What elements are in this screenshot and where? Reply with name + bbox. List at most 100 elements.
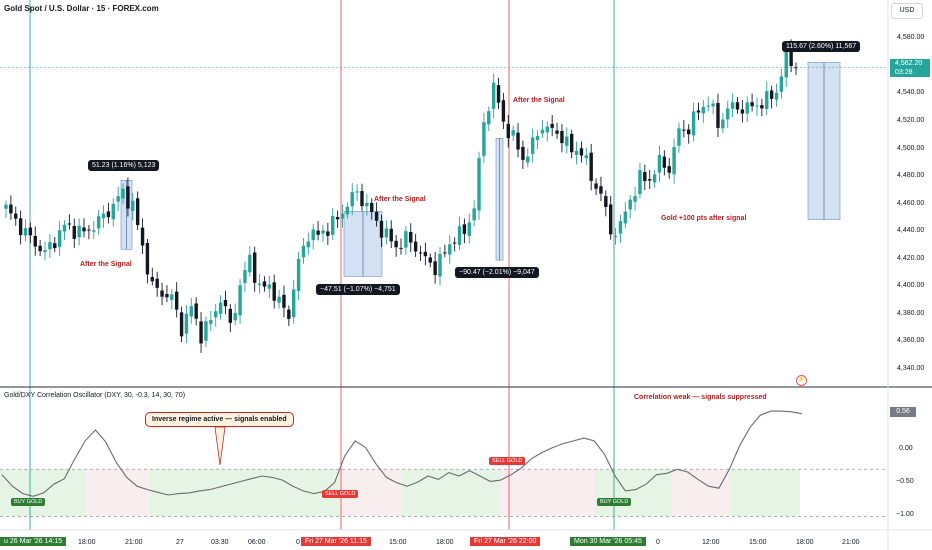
candle bbox=[326, 231, 330, 236]
price-label: 4,340.00 bbox=[897, 365, 925, 372]
candle bbox=[740, 109, 745, 114]
candle bbox=[218, 302, 223, 314]
candle bbox=[170, 294, 174, 300]
candle bbox=[638, 170, 642, 195]
candle bbox=[204, 321, 208, 341]
candle bbox=[96, 216, 101, 229]
candle bbox=[501, 100, 506, 122]
candle bbox=[174, 291, 179, 310]
candle bbox=[555, 130, 559, 134]
candle bbox=[545, 126, 550, 133]
time-label: 15:00 bbox=[749, 539, 767, 546]
candle bbox=[526, 156, 530, 163]
callout-pointer bbox=[214, 426, 226, 466]
candle bbox=[530, 137, 535, 154]
candle bbox=[784, 49, 788, 78]
candle bbox=[413, 241, 418, 252]
candle bbox=[292, 289, 296, 318]
candle bbox=[48, 242, 52, 250]
candle bbox=[433, 261, 437, 275]
after-signal-note-2: After the Signal bbox=[374, 196, 426, 203]
oscillator-zone bbox=[402, 469, 500, 517]
candle bbox=[33, 235, 37, 247]
candle bbox=[774, 92, 779, 100]
candle bbox=[506, 124, 510, 139]
correlation-weak-note: Correlation weak — signals suppressed bbox=[634, 394, 767, 401]
candle bbox=[608, 204, 613, 235]
osc-axis-label: 0.00 bbox=[899, 445, 913, 452]
candle bbox=[647, 179, 652, 181]
candle bbox=[9, 204, 13, 214]
time-label: 18:00 bbox=[436, 539, 454, 546]
candle bbox=[145, 242, 150, 275]
after-signal-note-1: After the Signal bbox=[80, 261, 132, 268]
price-label: 4,520.00 bbox=[897, 117, 925, 124]
candle bbox=[223, 299, 228, 307]
candle bbox=[496, 85, 501, 103]
candle bbox=[228, 308, 233, 323]
candle bbox=[569, 133, 574, 153]
candle bbox=[584, 155, 589, 159]
candle bbox=[262, 281, 267, 287]
candle bbox=[574, 150, 579, 155]
candle bbox=[682, 129, 686, 131]
candle bbox=[101, 213, 106, 219]
candle bbox=[213, 311, 218, 318]
time-tag: u 26 Mar '26 14:15 bbox=[0, 537, 67, 546]
candle bbox=[374, 211, 379, 221]
candle bbox=[57, 230, 62, 247]
candle bbox=[384, 228, 389, 238]
candle bbox=[604, 196, 608, 207]
price-label: 4,440.00 bbox=[897, 227, 925, 234]
candle bbox=[360, 191, 364, 207]
candle bbox=[765, 91, 769, 109]
candle bbox=[233, 312, 237, 321]
candle bbox=[155, 278, 159, 288]
candle bbox=[516, 132, 520, 150]
chart-title: Gold Spot / U.S. Dollar · 15 · FOREX.com bbox=[4, 4, 159, 13]
candle bbox=[423, 251, 428, 257]
candle bbox=[691, 111, 696, 136]
oscillator-zone bbox=[730, 469, 800, 517]
candle bbox=[28, 227, 33, 236]
candle bbox=[657, 154, 662, 173]
candle bbox=[355, 191, 359, 193]
candle bbox=[67, 223, 72, 225]
candle bbox=[428, 257, 432, 263]
price-label: 4,380.00 bbox=[897, 310, 925, 317]
alert-icon[interactable]: ⚡ bbox=[796, 375, 807, 386]
candle bbox=[335, 216, 340, 220]
candle bbox=[721, 119, 725, 129]
candle bbox=[370, 202, 374, 212]
price-label: 4,480.00 bbox=[897, 172, 925, 179]
candle bbox=[106, 211, 111, 218]
currency-button[interactable]: USD bbox=[891, 3, 923, 19]
candle bbox=[565, 136, 569, 146]
oscillator-title: Gold/DXY Correlation Oscillator (DXY, 30… bbox=[4, 392, 186, 399]
candle bbox=[257, 283, 262, 286]
measure-label-1: 51.23 (1.16%) 5,123 bbox=[88, 160, 160, 171]
candle bbox=[755, 105, 759, 107]
oscillator-zone bbox=[672, 469, 730, 517]
candle bbox=[389, 228, 393, 242]
last-price-tag: 4,562.20 03:28 bbox=[890, 59, 930, 77]
time-label: 15:00 bbox=[389, 539, 407, 546]
candle bbox=[662, 156, 667, 168]
candle bbox=[745, 102, 749, 114]
candle bbox=[399, 247, 403, 249]
candle bbox=[789, 48, 793, 66]
candle bbox=[677, 128, 681, 146]
regime-callout: Inverse regime active — signals enabled bbox=[145, 412, 294, 427]
candle bbox=[379, 220, 384, 238]
gold-gain-note: Gold +100 pts after signal bbox=[661, 215, 747, 222]
measure-label-3: −90.47 (−2.01%) −9,047 bbox=[455, 267, 539, 278]
sell-signal-tag: SELL GOLD bbox=[489, 457, 526, 465]
candle bbox=[199, 321, 203, 344]
candle bbox=[345, 206, 350, 215]
candle bbox=[521, 146, 525, 160]
candle bbox=[472, 208, 476, 221]
measure-label-2: −47.51 (−1.07%) −4,751 bbox=[316, 284, 400, 295]
candle bbox=[18, 218, 23, 236]
after-signal-note-3: After the Signal bbox=[513, 97, 565, 104]
